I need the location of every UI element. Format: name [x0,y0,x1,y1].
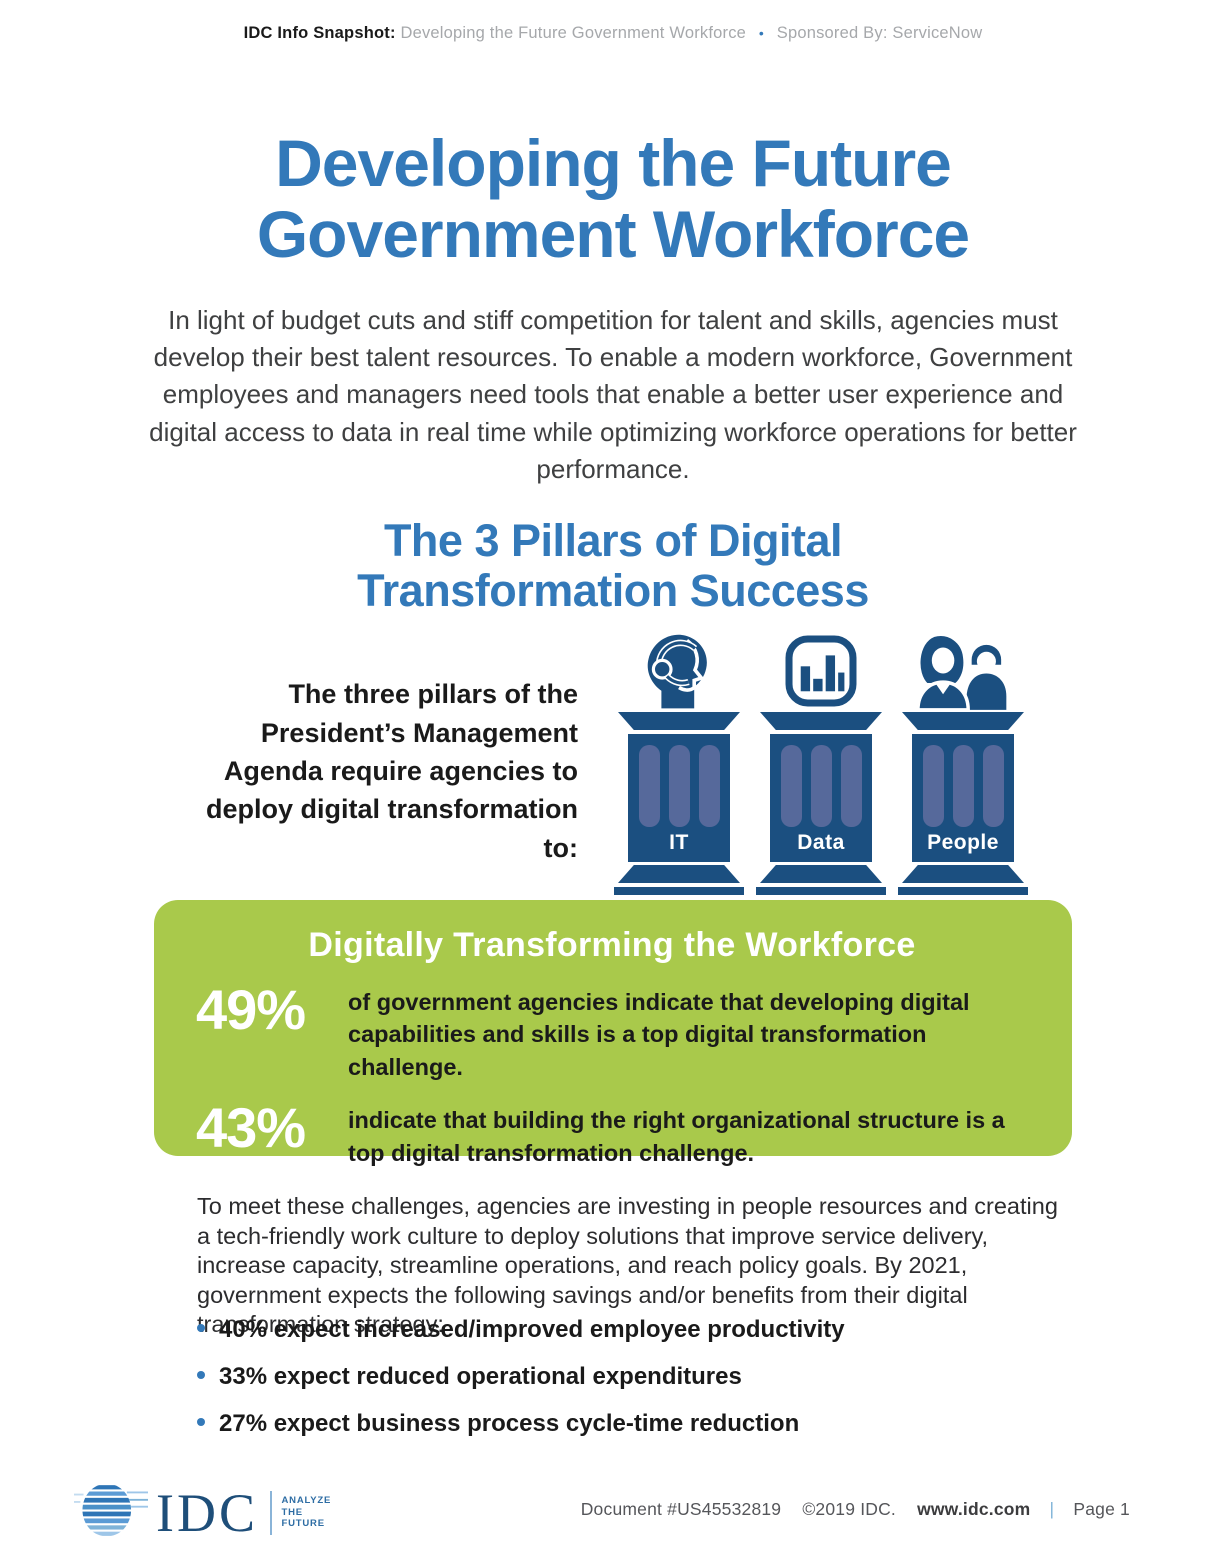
pillar-body: People [912,734,1014,862]
green-panel-heading: Digitally Transforming the Workforce [308,926,916,964]
document-number: Document #US45532819 [580,1499,782,1519]
pillars-lead-text: The three pillars of the President’s Man… [205,679,578,863]
pillar-body: IT [628,734,730,862]
pillar-flute [810,745,832,827]
pillar-plinth [614,887,744,895]
pillar-body: Data [770,734,872,862]
pillars-graphic: IT [614,628,1028,895]
pillar-flute [840,745,862,827]
pillar-plinth [898,887,1028,895]
page-title: Developing the Future Government Workfor… [0,126,1226,272]
stat-row-49: 49% of government agencies indicate that… [196,978,1028,1083]
pillar-cap [618,712,740,730]
header-brand: IDC Info Snapshot: [243,24,396,42]
pillar-label-data: Data [797,831,845,854]
pillar-cap [760,712,882,730]
page-title-line2: Government Workforce [256,197,970,272]
pillar-flute [952,745,974,827]
header-separator-dot: • [758,25,764,41]
pillar-base [618,865,740,883]
headset-head-icon [633,628,725,710]
footer-divider: | [1049,1499,1055,1519]
idc-globe-icon [74,1479,148,1546]
bullet-dot-icon [197,1418,205,1426]
document-header: IDC Info Snapshot: Developing the Future… [0,24,1226,43]
tagline-word: THE [281,1506,303,1518]
bullet-text: 27% expect business process cycle-time r… [219,1410,800,1437]
header-doc-title: Developing the Future Government Workfor… [400,24,747,42]
list-item: 27% expect business process cycle-time r… [197,1410,1069,1438]
body-paragraph: To meet these challenges, agencies are i… [197,1193,1058,1338]
pillar-label-people: People [927,831,999,854]
pillar-flute [698,745,720,827]
pillar-base [760,865,882,883]
benefits-bullet-list: 40% expect increased/improved employee p… [197,1316,1069,1457]
pillar-flute [780,745,802,827]
list-item: 40% expect increased/improved employee p… [197,1316,1069,1344]
footer-meta: Document #US45532819 ©2019 IDC. www.idc.… [581,1499,1130,1520]
pillar-data: Data [756,628,886,895]
pillar-flute [922,745,944,827]
bar-chart-icon [782,628,860,710]
pillars-section-heading: The 3 Pillars of Digital Transformation … [0,516,1226,615]
bullet-text: 33% expect reduced operational expenditu… [219,1363,742,1390]
page-title-line1: Developing the Future [275,126,952,200]
bullet-dot-icon [197,1371,205,1379]
stat-text: indicate that building the right organiz… [348,1107,1005,1166]
idc-tagline: ANALYZE THE FUTURE [282,1495,332,1531]
green-stats-panel: Digitally Transforming the Workforce 49%… [154,900,1072,1166]
website-link[interactable]: www.idc.com [917,1499,1031,1519]
logo-divider [270,1490,272,1535]
header-sponsor: Sponsored By: ServiceNow [776,24,983,42]
idc-logo: IDC ANALYZE THE FUTURE [74,1479,331,1546]
tagline-word: FUTURE [281,1518,325,1530]
bullet-dot-icon [197,1324,205,1332]
pillars-region: The three pillars of the President’s Man… [183,628,1043,895]
copyright-text: ©2019 IDC. [802,1499,896,1519]
bullet-text: 40% expect increased/improved employee p… [219,1316,845,1343]
stat-text: of government agencies indicate that dev… [348,989,970,1080]
stat-row-43: 43% indicate that building the right org… [196,1096,1028,1169]
pillar-plinth [756,887,886,895]
pillar-flute [982,745,1004,827]
pillar-people: People [898,628,1028,895]
pillar-it: IT [614,628,744,895]
pillars-heading-line2: Transformation Success [357,564,869,616]
pillar-flute [668,745,690,827]
intro-paragraph: In light of budget cuts and stiff compet… [149,305,1077,484]
pillar-flute [638,745,660,827]
page-number: Page 1 [1073,1499,1130,1519]
list-item: 33% expect reduced operational expenditu… [197,1363,1069,1391]
pillar-cap [902,712,1024,730]
pillars-heading-line1: The 3 Pillars of Digital [383,515,843,566]
pillar-base [902,865,1024,883]
stat-value: 49% [196,978,306,1041]
pillar-label-it: IT [669,831,689,854]
stat-value: 43% [196,1096,306,1160]
idc-wordmark: IDC [156,1482,258,1543]
people-icon [911,628,1015,710]
tagline-word: ANALYZE [281,1494,332,1506]
